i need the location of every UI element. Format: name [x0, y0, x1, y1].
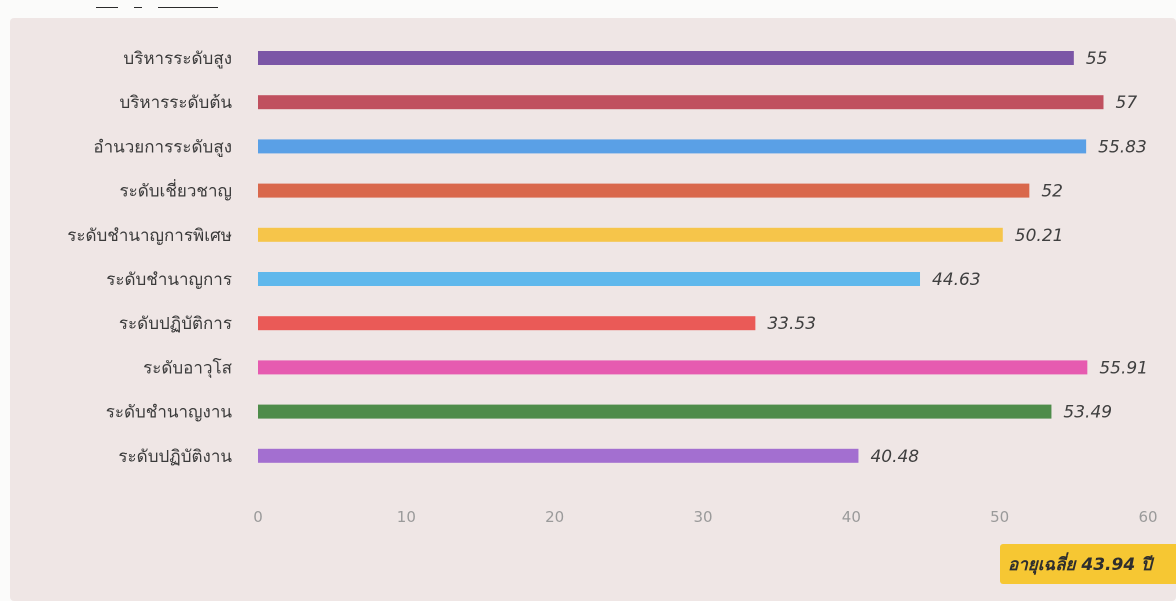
data-label: 57	[1116, 93, 1138, 113]
category-label: บริหารระดับสูง	[123, 49, 232, 69]
bar	[258, 448, 859, 463]
data-label: 50.21	[1015, 226, 1064, 246]
x-tick-label: 20	[545, 508, 564, 526]
bar	[258, 272, 921, 286]
bar	[258, 227, 1003, 242]
x-tick-label: 50	[990, 508, 1009, 526]
bar	[258, 95, 1104, 110]
data-label: 40.48	[870, 447, 919, 467]
bar	[258, 51, 1074, 65]
top-strip	[0, 0, 1176, 18]
data-label: 44.63	[932, 270, 981, 290]
x-tick-label: 10	[397, 508, 416, 526]
bar	[258, 139, 1087, 154]
chart-panel	[10, 18, 1176, 601]
category-label: ระดับปฏิบัติการ	[119, 314, 232, 334]
category-label: ระดับชำนาญการพิเศษ	[67, 226, 232, 246]
data-label: 55	[1086, 49, 1108, 69]
data-label: 52	[1041, 182, 1063, 202]
bar	[258, 316, 756, 331]
category-label: ระดับชำนาญการ	[106, 270, 232, 290]
data-label: 33.53	[767, 314, 816, 334]
average-age-badge: อายุเฉลี่ย 43.94 ปี	[1000, 544, 1176, 584]
category-label: ระดับชำนาญงาน	[106, 403, 233, 423]
x-tick-label: 40	[842, 508, 861, 526]
cropped-heading-fragment	[96, 0, 326, 8]
bar	[258, 360, 1088, 375]
bar	[258, 404, 1052, 419]
x-tick-label: 0	[253, 508, 263, 526]
category-label: บริหารระดับต้น	[119, 93, 232, 113]
x-tick-label: 60	[1138, 508, 1157, 526]
category-label: อำนวยการระดับสูง	[93, 137, 232, 157]
category-label: ระดับปฏิบัติงาน	[118, 447, 232, 467]
bar	[258, 183, 1030, 198]
x-tick-label: 30	[693, 508, 712, 526]
data-label: 55.91	[1099, 358, 1148, 378]
category-label: ระดับเชี่ยวชาญ	[119, 179, 232, 202]
category-label: ระดับอาวุโส	[143, 357, 233, 378]
data-label: 55.83	[1098, 137, 1147, 157]
data-label: 53.49	[1063, 403, 1112, 423]
